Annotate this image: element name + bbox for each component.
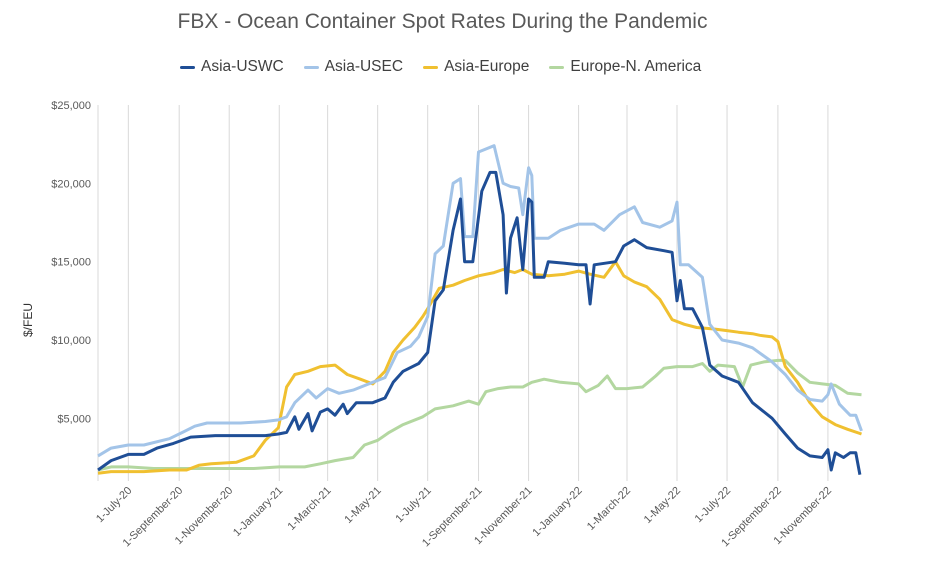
y-tick-label: $15,000: [51, 257, 91, 269]
x-tick-label: 1-March-21: [285, 485, 333, 533]
x-tick-label: 1-January-22: [530, 485, 584, 539]
legend-label: Asia-USWC: [201, 58, 284, 75]
legend-label: Asia-Europe: [444, 58, 530, 75]
x-tick-label: 1-July-21: [393, 485, 433, 525]
x-axis-ticks: 1-July-201-September-201-November-201-Ja…: [94, 485, 834, 550]
legend-swatch: [303, 65, 319, 69]
x-tick-label: 1-July-22: [693, 485, 733, 525]
y-tick-label: $20,000: [51, 178, 91, 190]
x-tick-label: 1-July-20: [94, 485, 134, 525]
x-tick-label: 1-May-21: [342, 485, 383, 526]
legend-swatch: [180, 65, 195, 69]
y-tick-label: $10,000: [51, 335, 91, 347]
y-tick-label: $5,000: [57, 413, 91, 425]
x-tick-label: 1-March-22: [585, 485, 633, 533]
chart-legend: Asia-USWC Asia-USEC Asia-Europe Europe-N…: [180, 58, 701, 76]
legend-item-asia-europe[interactable]: Asia-Europe: [423, 58, 529, 76]
y-tick-label: $25,000: [51, 100, 91, 112]
x-tick-label: 1-May-22: [642, 485, 683, 526]
y-axis-ticks: $5,000 $10,000 $15,000 $20,000 $25,000: [51, 100, 91, 425]
legend-item-asia-uswc[interactable]: Asia-USWC: [180, 58, 284, 76]
y-axis-label: $/FEU: [21, 303, 35, 337]
legend-item-europe-north-america[interactable]: Europe-N. America: [549, 58, 701, 76]
series-line-asia-europe: [97, 260, 862, 475]
gridlines: [97, 105, 829, 481]
series-lines: [97, 144, 863, 475]
legend-item-asia-usec[interactable]: Asia-USEC: [303, 58, 404, 76]
x-tick-label: 1-January-21: [231, 485, 285, 539]
legend-swatch: [423, 65, 439, 69]
legend-swatch: [549, 65, 565, 69]
chart-title: FBX - Ocean Container Spot Rates During …: [177, 10, 708, 33]
series-line-asia-uswc: [97, 170, 862, 475]
series-line-europe-n-america: [97, 358, 862, 472]
legend-label: Asia-USEC: [324, 58, 404, 75]
series-line-asia-usec: [97, 144, 863, 458]
legend-label: Europe-N. America: [570, 58, 702, 75]
